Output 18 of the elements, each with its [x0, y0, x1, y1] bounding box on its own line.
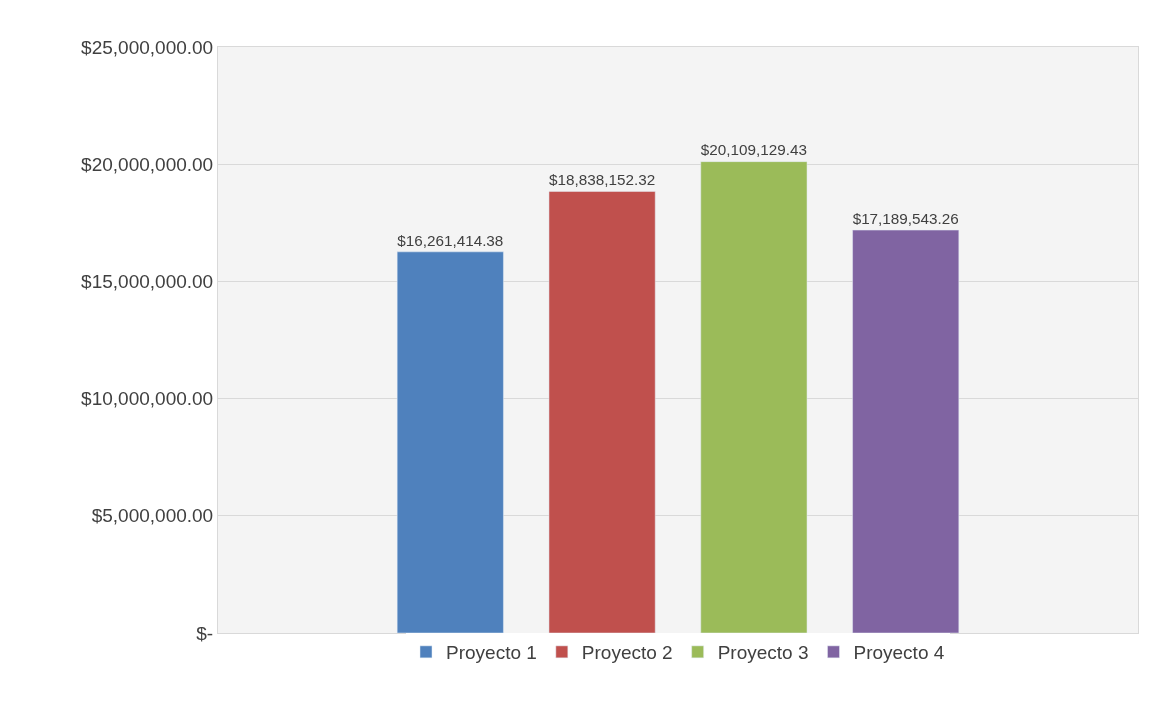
legend-label: Proyecto 4	[853, 642, 945, 664]
y-tick-label: $25,000,000.00	[81, 36, 214, 58]
bar	[548, 191, 656, 633]
y-tick-label: $15,000,000.00	[81, 271, 214, 293]
data-label: $16,261,414.38	[397, 231, 504, 249]
bar	[700, 161, 808, 633]
legend-label: Proyecto 3	[717, 642, 809, 664]
data-label: $17,189,543.26	[852, 209, 959, 227]
y-tick-label: $5,000,000.00	[91, 505, 214, 527]
y-tick-label: $20,000,000.00	[81, 153, 214, 175]
bar	[852, 229, 960, 633]
legend-label: Proyecto 2	[581, 642, 673, 664]
legend-label: Proyecto 1	[446, 642, 537, 664]
y-tick-label: $-	[196, 622, 214, 644]
y-tick-label: $10,000,000.00	[81, 388, 214, 410]
data-label: $20,109,129.43	[700, 141, 807, 159]
data-label: $18,838,152.32	[549, 171, 656, 189]
bar	[396, 251, 504, 633]
